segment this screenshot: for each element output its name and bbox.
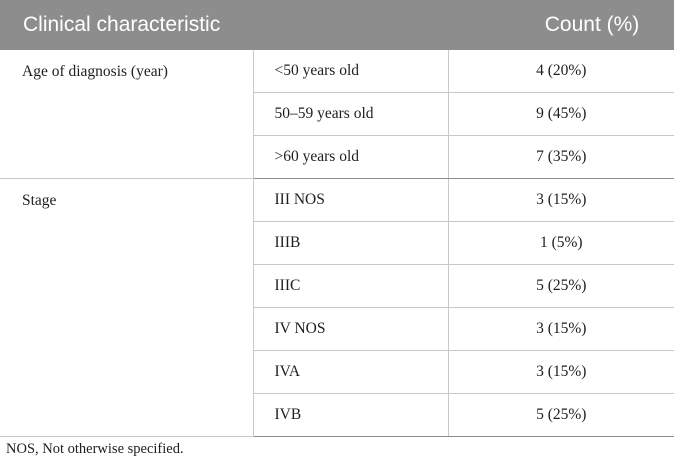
table-row: IVB 5 (25%) — [0, 393, 674, 437]
subcategory-cell: IVB — [253, 393, 449, 437]
table-row: Age of diagnosis (year) <50 years old 4 … — [0, 50, 674, 179]
table-row: Stage III NOS 3 (15%) — [0, 178, 674, 437]
table-row: IIIC 5 (25%) — [0, 264, 674, 308]
table-header-row: Clinical characteristic Count (%) — [0, 0, 674, 50]
table-footnote: NOS, Not otherwise specified. — [6, 441, 184, 457]
subcategory-cell: <50 years old — [253, 50, 449, 93]
header-count: Count (%) — [448, 0, 674, 50]
count-cell: 1 (5%) — [448, 221, 674, 265]
subcategory-cell: IV NOS — [253, 307, 449, 351]
count-cell: 3 (15%) — [448, 350, 674, 394]
count-cell: 7 (35%) — [448, 135, 674, 179]
group-label-stage: Stage — [0, 178, 254, 437]
subcategory-cell: 50–59 years old — [253, 92, 449, 136]
table-row: 50–59 years old 9 (45%) — [0, 92, 674, 136]
subcategory-cell: IIIB — [253, 221, 449, 265]
subcategory-cell: IIIC — [253, 264, 449, 308]
count-cell: 4 (20%) — [448, 50, 674, 93]
clinical-characteristics-table: Clinical characteristic Count (%) Age of… — [0, 0, 674, 437]
count-cell: 5 (25%) — [448, 393, 674, 437]
table-row: IVA 3 (15%) — [0, 350, 674, 394]
count-cell: 5 (25%) — [448, 264, 674, 308]
table-row: >60 years old 7 (35%) — [0, 135, 674, 179]
subcategory-cell: III NOS — [253, 178, 449, 222]
table-row: IV NOS 3 (15%) — [0, 307, 674, 351]
header-characteristic: Clinical characteristic — [0, 0, 449, 50]
count-cell: 3 (15%) — [448, 307, 674, 351]
count-cell: 3 (15%) — [448, 178, 674, 222]
subcategory-cell: IVA — [253, 350, 449, 394]
group-label-age: Age of diagnosis (year) — [0, 50, 254, 179]
count-cell: 9 (45%) — [448, 92, 674, 136]
table-row: IIIB 1 (5%) — [0, 221, 674, 265]
subcategory-cell: >60 years old — [253, 135, 449, 179]
